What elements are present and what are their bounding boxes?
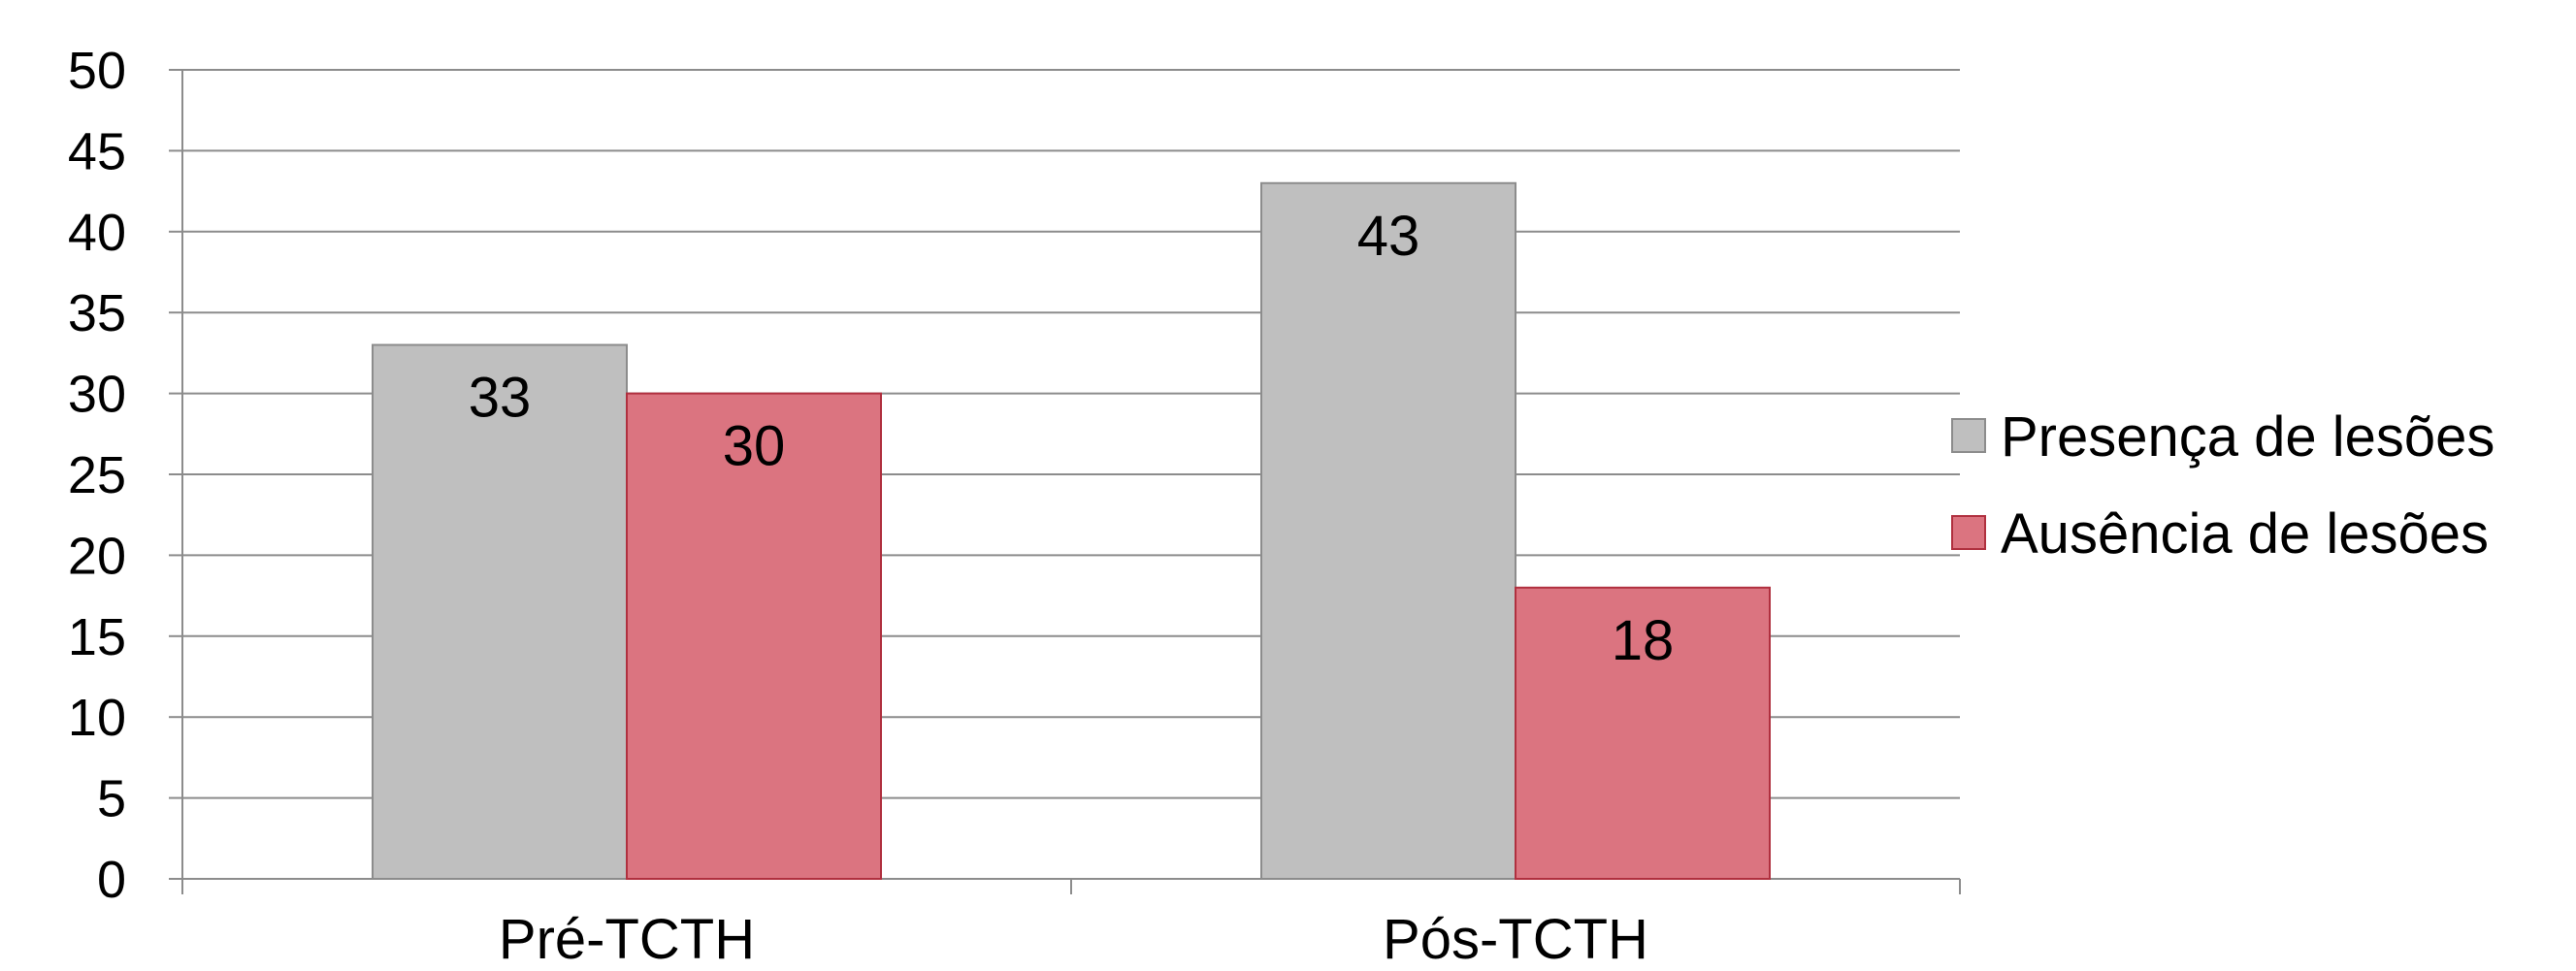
legend-label: Ausência de lesões	[2001, 502, 2489, 566]
y-tick-label: 50	[68, 42, 126, 100]
data-label: 33	[469, 367, 532, 430]
y-tick-label: 20	[68, 527, 126, 585]
y-tick-label: 25	[68, 446, 126, 504]
legend-label: Presença de lesões	[2001, 405, 2494, 469]
data-label: 43	[1357, 205, 1420, 268]
legend-swatch	[1951, 515, 1986, 550]
y-tick-label: 45	[68, 122, 126, 180]
data-label: 18	[1612, 609, 1675, 672]
y-tick-label: 0	[97, 851, 126, 909]
y-tick-label: 40	[68, 204, 126, 262]
x-tick-label: Pré-TCTH	[499, 908, 755, 971]
y-tick-label: 35	[68, 284, 126, 342]
bar-presenca-1	[1260, 181, 1516, 880]
bar-ausencia-0	[626, 392, 882, 880]
y-tick-label: 5	[97, 770, 126, 828]
legend-swatch	[1951, 418, 1986, 453]
x-tick-label: Pós-TCTH	[1383, 908, 1648, 971]
bar-ausencia-1	[1515, 586, 1771, 880]
y-tick-label: 30	[68, 366, 126, 424]
y-tick-label: 10	[68, 689, 126, 747]
y-tick-label: 15	[68, 608, 126, 666]
data-label: 30	[723, 415, 786, 478]
